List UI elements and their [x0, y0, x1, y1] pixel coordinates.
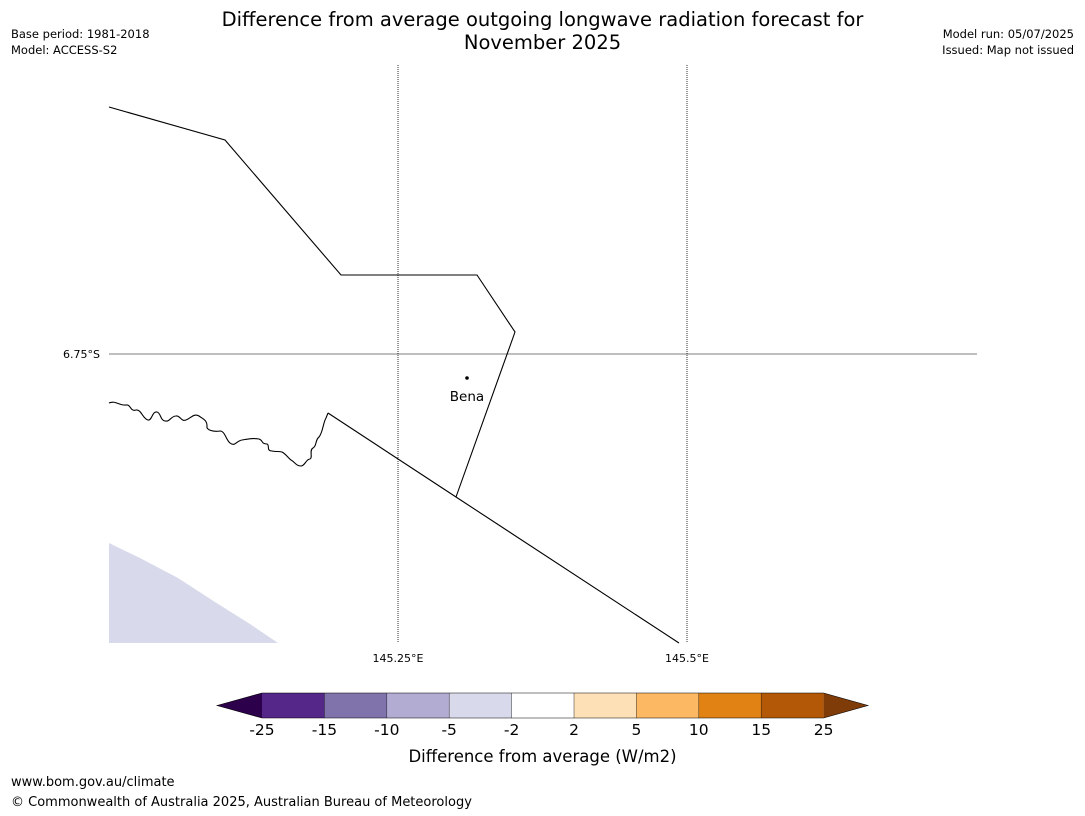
footer-url: www.bom.gov.au/climate — [11, 775, 175, 790]
colorbar-tick: -25 — [249, 721, 274, 739]
issued-status: Issued: Map not issued — [942, 43, 1074, 57]
river-boundary — [108, 401, 329, 467]
model-run: Model run: 05/07/2025 — [942, 27, 1074, 41]
colorbar-bin — [636, 693, 699, 718]
longitude-label-145-5: 145.5°E — [665, 652, 709, 665]
colorbar-tick: 5 — [631, 721, 641, 739]
colorbar: -25 -15 -10 -5 -2 2 5 10 15 25 Differenc… — [215, 692, 870, 766]
colorbar-extend-low — [217, 693, 262, 718]
colorbar-outline — [215, 692, 870, 719]
base-period: Base period: 1981-2018 — [11, 27, 150, 41]
colorbar-tick: -2 — [504, 721, 519, 739]
footer-copyright: © Commonwealth of Australia 2025, Austra… — [11, 795, 472, 810]
place-marker-dot — [465, 376, 469, 380]
colorbar-bin — [574, 693, 637, 718]
colorbar-tick: -10 — [374, 721, 399, 739]
map-title-line2: November 2025 — [463, 31, 622, 54]
colorbar-bin — [511, 693, 574, 718]
colorbar-bin — [324, 693, 387, 718]
colorbar-tick: 25 — [814, 721, 834, 739]
province-boundary — [108, 106, 516, 498]
province-boundary-south — [327, 412, 680, 644]
colorbar-tick: -15 — [312, 721, 337, 739]
colorbar-bin — [698, 693, 762, 718]
colorbar-tick: -5 — [441, 721, 456, 739]
colorbar-tick: 2 — [569, 721, 579, 739]
place-name-label: Bena — [450, 389, 484, 405]
colorbar-title: Difference from average (W/m2) — [408, 747, 676, 766]
shaded-region — [109, 543, 278, 643]
latitude-label: 6.75°S — [63, 348, 100, 361]
colorbar-tick: 15 — [751, 721, 771, 739]
model-name: Model: ACCESS-S2 — [11, 43, 118, 57]
colorbar-bin — [262, 693, 325, 718]
longitude-label-145-25: 145.25°E — [373, 652, 424, 665]
colorbar-extend-high — [823, 693, 868, 718]
colorbar-bin — [386, 693, 450, 718]
map-title-line1: Difference from average outgoing longwav… — [221, 8, 864, 31]
colorbar-bin — [449, 693, 512, 718]
colorbar-tick: 10 — [689, 721, 709, 739]
colorbar-bin — [761, 693, 824, 718]
